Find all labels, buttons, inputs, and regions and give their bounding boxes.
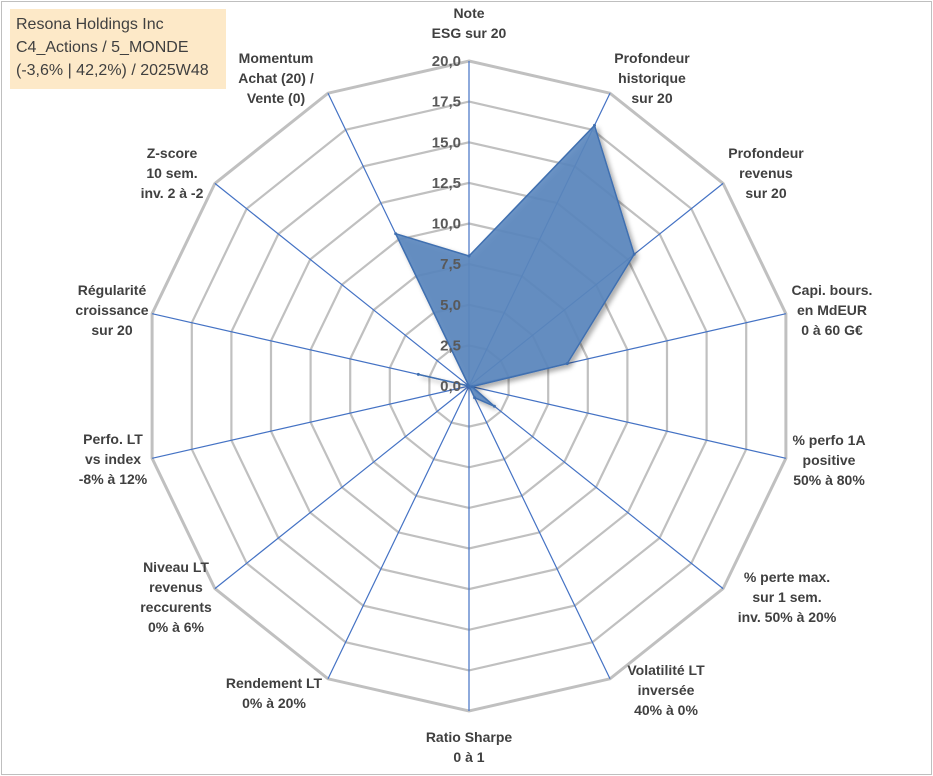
data-point [473, 396, 477, 400]
axis-spoke [468, 385, 787, 459]
info-box: Resona Holdings Inc C4_Actions / 5_MONDE… [10, 9, 226, 89]
tick-label: 2,5 [440, 337, 461, 354]
series-area [394, 123, 636, 407]
data-point [467, 384, 471, 388]
axis-label: Z-score 10 sem. inv. 2 à -2 [141, 145, 204, 201]
axis-label: Perfo. LT vs index -8% à 12% [79, 431, 148, 487]
axis-label: Profondeur historique sur 20 [614, 50, 690, 106]
axis-spoke [468, 385, 724, 590]
radial-tick-labels: 0,0 2,5 5,0 7,5 10,0 12,5 15,0 17,5 20,0 [432, 53, 461, 395]
tick-label: 17,5 [432, 94, 461, 111]
axis-spoke [327, 385, 470, 680]
data-point [394, 232, 398, 236]
axis-label: Volatilité LT inversée 40% à 0% [627, 662, 705, 718]
axis-spoke [214, 385, 470, 590]
axis-label: Momentum Achat (20) / Vente (0) [238, 50, 314, 106]
axis-spoke [151, 385, 470, 459]
tick-label: 20,0 [432, 53, 461, 70]
performance-week: (-3,6% | 42,2%) / 2025W48 [16, 62, 209, 79]
axis-labels: Note ESG sur 20 Profondeur historique sur 20… [75, 5, 872, 765]
axis-label: % perte max. sur 1 sem. inv. 50% à 20% [738, 569, 837, 625]
data-point [632, 252, 636, 256]
data-point [593, 123, 596, 127]
axis-spoke [468, 385, 611, 680]
tick-label: 7,5 [440, 256, 461, 273]
axis-spoke [151, 313, 470, 387]
axis-label: Profondeur revenus sur 20 [728, 145, 804, 201]
data-point [416, 372, 420, 376]
axis-label: Régularité croissance sur 20 [75, 282, 148, 338]
portfolio-path: C4_Actions / 5_MONDE [16, 39, 189, 56]
axis-label: Rendement LT 0% à 20% [226, 675, 323, 711]
tick-label: 5,0 [440, 297, 461, 314]
axis-label: Capi. bours. en MdEUR 0 à 60 G€ [792, 282, 873, 338]
tick-label: 12,5 [432, 175, 461, 192]
data-point [565, 362, 569, 366]
axis-spoke [214, 182, 470, 387]
axis-label: % perfo 1A positive 50% à 80% [792, 432, 865, 488]
tick-label: 10,0 [432, 216, 461, 233]
axis-label: Ratio Sharpe 0 à 1 [426, 729, 513, 765]
radar-series-layer [394, 123, 636, 408]
data-point [492, 404, 496, 408]
axis-label: Niveau LT revenus reccurents 0% à 6% [140, 559, 212, 635]
data-point [467, 254, 471, 258]
company-name: Resona Holdings Inc [16, 16, 164, 33]
axis-label: Note ESG sur 20 [432, 5, 507, 41]
tick-label: 15,0 [432, 134, 461, 151]
data-point [470, 385, 474, 389]
tick-label: 0,0 [440, 378, 461, 395]
